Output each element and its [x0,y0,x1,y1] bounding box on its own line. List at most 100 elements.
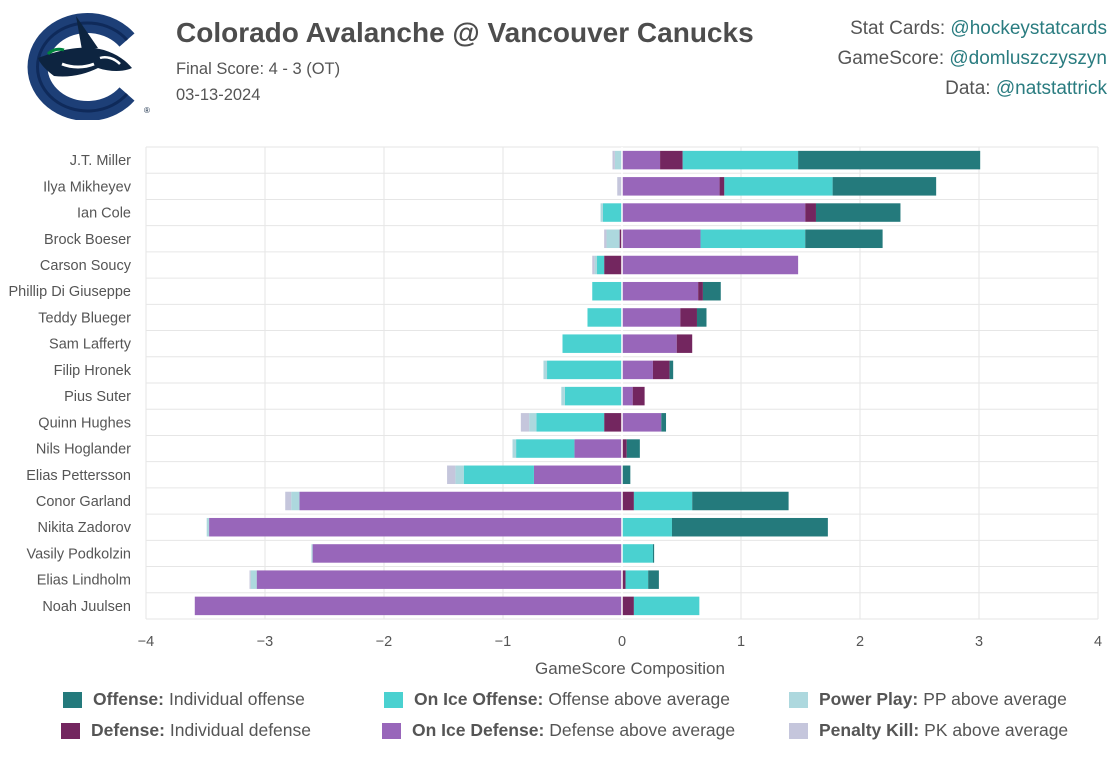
bar-segment-offense [702,281,721,301]
bar-segment-on-ice-offense [682,150,799,170]
bar-segment-offense [622,465,631,485]
legend-swatch [789,722,808,739]
bar-segment-power-play [512,439,517,458]
bar-segment-penalty-kill [249,570,251,589]
bar-segment-on-ice-defense [574,439,622,458]
bar-segment-power-play [614,150,622,170]
bar-segment-on-ice-offense [592,281,622,301]
legend-power-play: Power Play: PP above average [789,689,1067,710]
legend-defense: Defense: Individual defense [61,720,311,741]
legend-offense: Offense: Individual offense [63,689,305,710]
bar-segment-on-ice-defense [299,491,622,511]
legend-swatch [61,722,80,739]
bar-segment-defense [632,386,645,406]
player-label: Teddy Blueger [38,310,131,326]
bar-segment-defense [604,413,622,432]
x-tick-label: −1 [495,634,512,650]
bar-segment-on-ice-defense [622,386,633,406]
player-label: Sam Lafferty [49,337,132,353]
bar-segment-offense [815,203,901,222]
bar-segment-penalty-kill [604,229,607,249]
player-label: Elias Lindholm [37,573,131,589]
bar-segment-on-ice-defense [622,308,681,327]
bar-segment-penalty-kill [592,255,595,275]
bar-segment-on-ice-offense [633,491,693,511]
credit-handle-link[interactable]: @domluszczyszyn [949,48,1107,69]
bar-segment-on-ice-defense [622,413,662,432]
bar-segment-offense [648,570,659,589]
bar-segment-offense [805,229,883,249]
bar-segment-power-play [250,570,257,589]
bar-segment-offense [671,517,828,537]
credit-handle-link[interactable]: @natstattrick [995,78,1107,99]
bar-segment-on-ice-offense [536,413,605,432]
x-tick-label: −3 [257,634,274,650]
bar-segment-power-play [291,491,300,511]
bar-segment-defense [622,570,626,589]
bar-segment-defense [622,491,634,511]
x-tick-label: 3 [975,634,983,650]
orca-c-logo-icon [27,13,135,120]
bar-segment-on-ice-offense [700,229,806,249]
bar-segment-on-ice-offense [622,544,653,563]
bar-segment-defense [619,229,622,249]
game-date: 03-13-2024 [176,86,261,104]
bar-segment-offense [692,491,789,511]
x-tick-label: 4 [1094,634,1102,650]
bar-segment-offense [652,544,655,563]
bar-segment-on-ice-offense [463,465,534,485]
bar-segment-power-play [455,465,464,485]
bar-segment-offense [696,308,707,327]
bar-segment-defense [676,334,693,353]
bar-segment-offense [798,150,981,170]
bar-segment-on-ice-defense [622,177,720,196]
bar-segment-defense [719,177,725,196]
bar-segment-on-ice-defense [312,544,622,563]
x-tick-label: −4 [138,634,155,650]
bar-segment-offense [669,360,674,380]
player-label: Quinn Hughes [38,415,131,431]
bar-segment-defense [805,203,816,222]
credit-handle-link[interactable]: @hockeystatcards [950,18,1107,39]
bar-segment-power-play [561,386,565,406]
bar-segment-penalty-kill [617,177,622,196]
x-axis-title: GameScore Composition [535,659,725,678]
bar-segment-on-ice-offense [562,334,622,353]
bar-segment-on-ice-defense [209,517,622,537]
x-tick-label: 2 [856,634,864,650]
bar-segment-on-ice-defense [622,360,653,380]
bar-segment-penalty-kill [520,413,530,432]
bar-segment-on-ice-defense [622,150,661,170]
bar-segment-on-ice-offense [516,439,575,458]
bar-segment-penalty-kill [447,465,456,485]
bar-segment-on-ice-defense [533,465,622,485]
bar-segment-defense [604,255,622,275]
x-tick-label: −2 [376,634,393,650]
bar-segment-on-ice-defense [622,255,799,275]
player-label: Noah Juulsen [42,599,131,615]
bar-segment-on-ice-offense [547,360,622,380]
bar-segment-on-ice-defense [622,229,701,249]
bar-segment-offense [661,413,667,432]
page-title: Colorado Avalanche @ Vancouver Canucks [176,17,754,48]
final-score: Final Score: 4 - 3 (OT) [176,60,341,78]
bar-segment-on-ice-defense [622,334,677,353]
legend-swatch [63,691,82,708]
player-label: Conor Garland [36,494,131,510]
bar-segment-defense [660,150,683,170]
legend-swatch [789,691,808,708]
legend-penalty-kill: Penalty Kill: PK above average [789,720,1068,741]
registered-mark: ® [144,106,150,115]
bar-segment-offense [626,439,640,458]
bar-segment-on-ice-defense [622,203,806,222]
bar-segment-power-play [311,544,313,563]
bar-segment-on-ice-offense [587,308,622,327]
bar-segment-on-ice-offense [724,177,833,196]
legend-on-ice-offense: On Ice Offense: Offense above average [384,689,730,710]
player-label: Filip Hronek [54,363,132,379]
bar-segment-power-play [543,360,548,380]
player-label: Ian Cole [77,206,131,222]
bar-segment-on-ice-defense [622,281,699,301]
player-label: Vasily Podkolzin [26,546,131,562]
bar-segment-penalty-kill [612,150,615,170]
